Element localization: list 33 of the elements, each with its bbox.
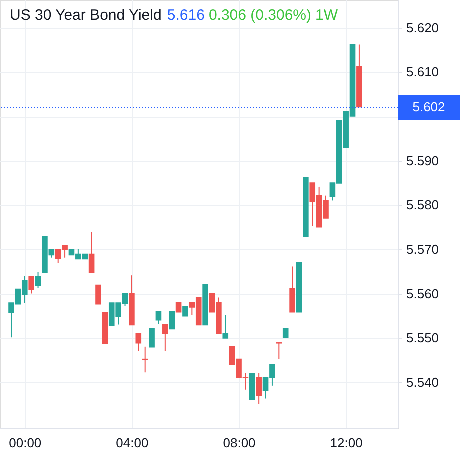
y-tick-label: 5.590 <box>406 153 440 168</box>
candlestick <box>136 333 142 352</box>
candlestick <box>35 272 42 289</box>
candlestick <box>222 314 229 339</box>
y-tick-label: 5.580 <box>406 198 440 213</box>
candlestick <box>162 324 168 352</box>
candlestick <box>96 284 102 305</box>
candlestick <box>182 306 188 317</box>
candlestick <box>276 342 282 360</box>
candlestick <box>169 311 175 330</box>
candlestick <box>156 310 162 325</box>
candlestick <box>176 302 182 313</box>
candlestick <box>256 373 262 405</box>
ref-line-label: 5.602 <box>412 100 446 115</box>
x-tick-label: 04:00 <box>116 436 149 450</box>
y-tick-label: 5.610 <box>406 64 440 80</box>
candlestick <box>282 328 289 338</box>
annotation: 1W <box>316 7 339 24</box>
x-tick-label: 12:00 <box>330 436 363 450</box>
chart-title: US 30 Year Bond Yield <box>10 7 162 24</box>
y-tick-label: 5.570 <box>406 242 440 257</box>
candlestick <box>149 328 155 348</box>
y-tick-label: 5.550 <box>406 330 440 346</box>
candlestick <box>88 232 95 274</box>
annotation: 5.616 <box>167 7 205 24</box>
y-tick-label: 5.620 <box>406 20 440 36</box>
y-tick-label: 5.540 <box>406 374 440 390</box>
x-tick-label: 08:00 <box>223 436 256 450</box>
candlestick <box>290 266 296 313</box>
x-tick-label: 00:00 <box>9 436 42 450</box>
annotation: 0.306 (0.306%) <box>208 7 312 24</box>
candlestick <box>28 276 34 294</box>
y-tick-label: 5.560 <box>406 286 440 302</box>
